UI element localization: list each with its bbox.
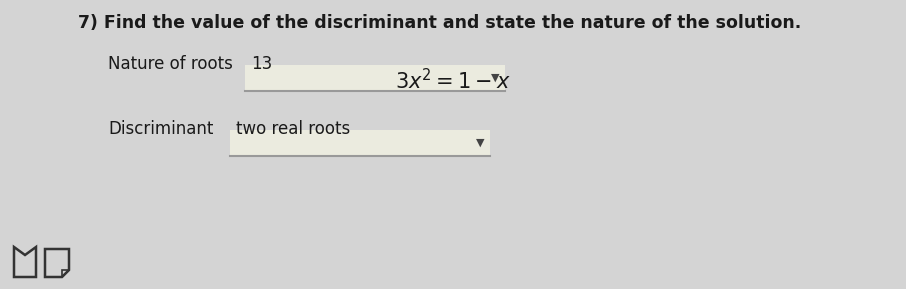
Text: $3x^2 = 1 - x$: $3x^2 = 1 - x$ bbox=[395, 68, 511, 93]
Text: 13: 13 bbox=[251, 55, 272, 73]
FancyBboxPatch shape bbox=[245, 65, 505, 91]
Text: Discriminant: Discriminant bbox=[108, 120, 214, 138]
Text: 7) Find the value of the discriminant and state the nature of the solution.: 7) Find the value of the discriminant an… bbox=[78, 14, 801, 32]
Text: ▼: ▼ bbox=[476, 138, 484, 148]
Text: ▼: ▼ bbox=[491, 73, 499, 83]
Text: Nature of roots: Nature of roots bbox=[108, 55, 233, 73]
Text: two real roots: two real roots bbox=[236, 120, 351, 138]
FancyBboxPatch shape bbox=[230, 130, 490, 156]
